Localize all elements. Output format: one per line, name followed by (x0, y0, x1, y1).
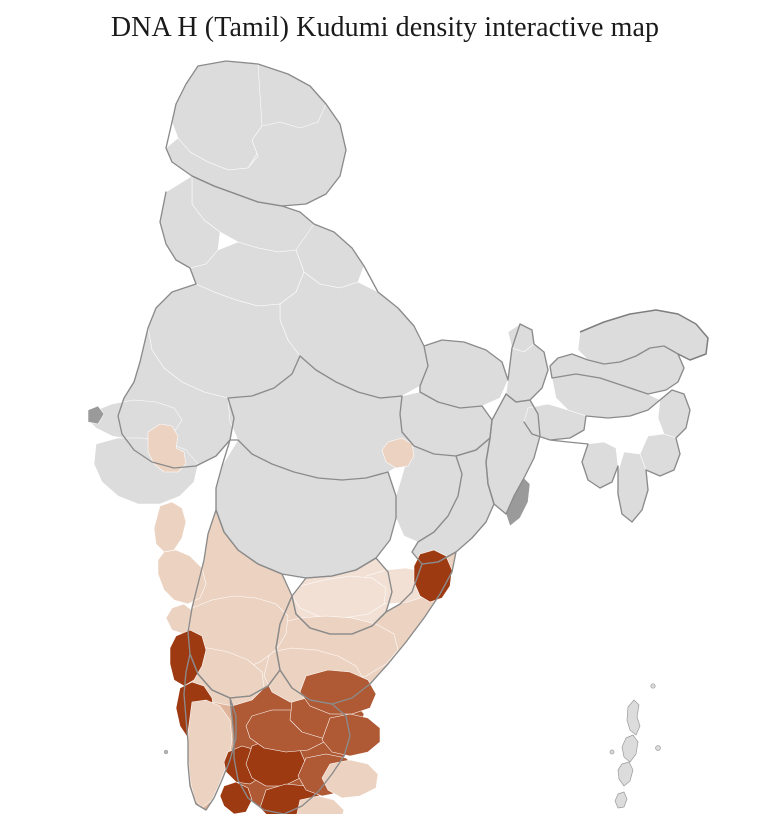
district-jabalpur-belt[interactable] (381, 437, 415, 469)
boundary-kerala (183, 653, 237, 811)
island-dot-c[interactable] (609, 749, 615, 755)
region-kachchh-tip-outlier[interactable] (87, 405, 105, 425)
region-north-west-bengal[interactable] (505, 343, 549, 403)
district-villupuram-cuddalore[interactable] (321, 713, 381, 757)
boundary-arunachal-north (579, 309, 709, 361)
map-layer-islands (163, 683, 661, 809)
island-dot-a[interactable] (650, 683, 656, 689)
boundary-tamil-nadu (229, 669, 351, 814)
boundary-northeast (523, 389, 691, 523)
page-title: DNA H (Tamil) Kudumi density interactive… (110, 12, 660, 43)
region-bihar[interactable] (419, 339, 509, 409)
boundary-arunachal (549, 345, 685, 395)
india-choropleth-map[interactable] (0, 52, 770, 814)
map-layer-choropleth-values (147, 423, 453, 814)
map-layer-state-boundaries (117, 60, 709, 814)
district-ratnagiri-sindhudurg[interactable] (157, 549, 207, 605)
island-andaman-middle[interactable] (621, 734, 639, 763)
boundary-west-bengal (485, 393, 541, 515)
island-andaman-south[interactable] (617, 761, 634, 787)
district-telangana-shaded[interactable] (291, 575, 387, 619)
island-lakshadweep-a[interactable] (163, 749, 169, 755)
boundary-jk (165, 60, 347, 207)
boundary-rajasthan-gujarat (117, 191, 301, 469)
district-mumbai-thane-raigad[interactable] (153, 501, 187, 553)
island-dot-b[interactable] (655, 745, 661, 751)
boundary-north-india (191, 175, 549, 403)
island-little-andaman[interactable] (614, 791, 628, 809)
island-andaman-north[interactable] (626, 699, 641, 736)
map-canvas[interactable] (0, 52, 770, 814)
district-vellore-tiruvannamalai[interactable] (299, 669, 377, 715)
